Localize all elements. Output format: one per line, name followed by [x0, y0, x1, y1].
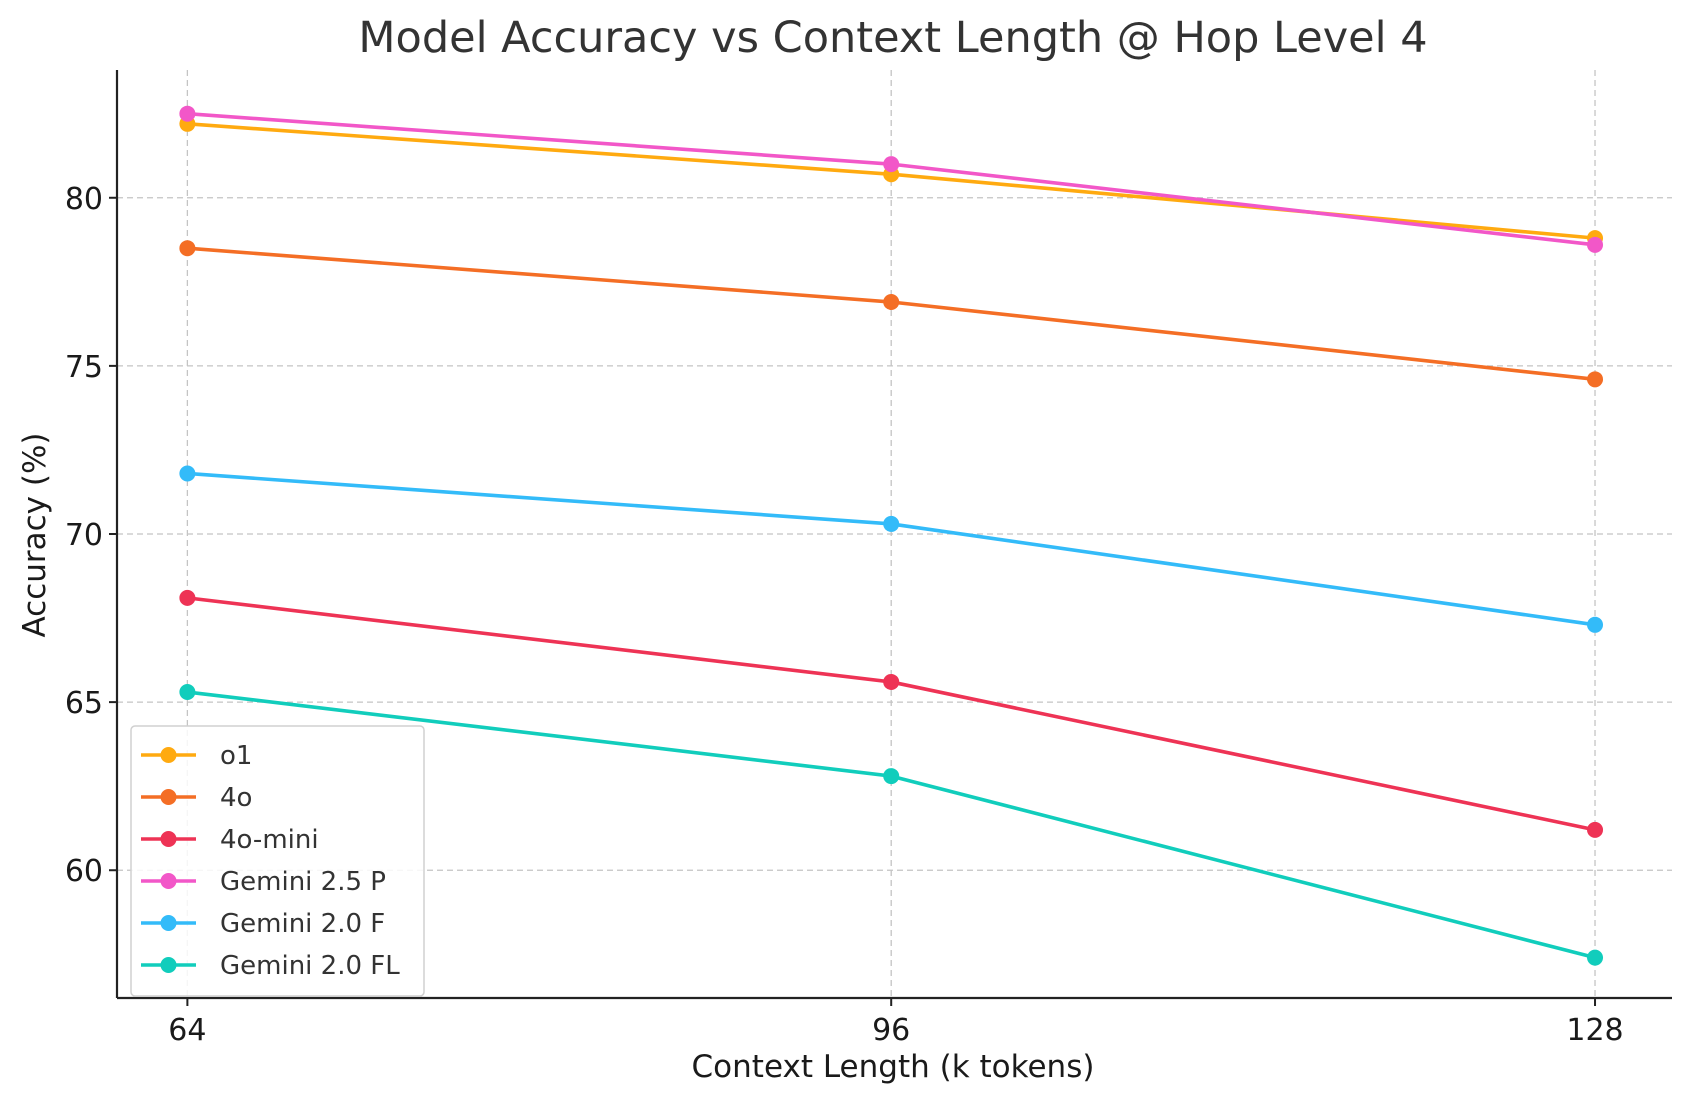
legend-swatch-marker — [160, 873, 177, 889]
data-point-gemini-2-0-fl — [179, 684, 196, 701]
legend-swatch-marker — [160, 957, 177, 973]
legend-swatch-marker — [160, 831, 177, 847]
y-tick-label: 65 — [65, 686, 103, 721]
data-point-4o — [883, 294, 900, 310]
data-point-4o — [1587, 371, 1604, 388]
data-point-gemini-2-5-p — [1587, 236, 1604, 253]
legend-label: Gemini 2.0 F — [220, 909, 385, 939]
x-axis-label: Context Length (k tokens) — [692, 1049, 1095, 1085]
y-tick-label: 70 — [65, 518, 103, 553]
legend-label: Gemini 2.0 FL — [220, 951, 400, 981]
legend-swatch-marker — [160, 915, 177, 931]
legend-item: o1 — [141, 741, 252, 771]
axes: 60 65 70 75 80 64 96 128 — [65, 70, 1672, 1048]
series-gemini-2-0-fl — [179, 684, 1604, 966]
legend-swatch-marker — [160, 747, 177, 763]
legend-swatch-marker — [160, 789, 177, 805]
series-gemini-2-0-f — [179, 465, 1604, 633]
data-point-gemini-2-5-p — [179, 105, 196, 122]
data-point-gemini-2-0-f — [179, 465, 196, 482]
data-point-gemini-2-0-f — [883, 515, 900, 532]
legend-box — [130, 725, 425, 997]
series-gemini-2-5-p — [179, 105, 1604, 253]
legend-label: o1 — [220, 741, 252, 771]
series-4o — [179, 240, 1604, 388]
y-tick-label: 75 — [65, 350, 103, 385]
data-point-4o-mini — [179, 589, 196, 606]
legend-item: Gemini 2.5 P — [141, 867, 386, 897]
data-point-gemini-2-0-fl — [1587, 949, 1604, 966]
y-axis-label: Accuracy (%) — [17, 432, 53, 637]
data-point-4o-mini — [883, 673, 900, 690]
data-point-gemini-2-5-p — [883, 156, 900, 173]
legend: o1 4o 4o-mini Gemini 2.5 P Gemini 2.0 F Gemin… — [130, 725, 425, 997]
series-4o-mini — [179, 589, 1604, 838]
chart-title: Model Accuracy vs Context Length @ Hop L… — [358, 13, 1427, 63]
legend-item: 4o-mini — [141, 825, 319, 855]
x-tick-label: 64 — [168, 1013, 206, 1048]
data-point-4o-mini — [1587, 821, 1604, 838]
legend-label: 4o — [220, 783, 252, 813]
data-point-gemini-2-0-fl — [883, 768, 900, 785]
legend-label: 4o-mini — [220, 825, 319, 855]
data-point-gemini-2-0-f — [1587, 616, 1604, 633]
x-tick-label: 128 — [1566, 1013, 1623, 1048]
legend-label: Gemini 2.5 P — [220, 867, 386, 897]
legend-item: Gemini 2.0 F — [141, 909, 385, 939]
legend-item: 4o — [141, 783, 252, 813]
y-tick-label: 60 — [65, 854, 103, 889]
legend-item: Gemini 2.0 FL — [141, 951, 400, 981]
y-tick-label: 80 — [65, 182, 103, 217]
data-point-4o — [179, 240, 196, 257]
x-tick-label: 96 — [872, 1013, 910, 1048]
series-group — [179, 105, 1604, 966]
